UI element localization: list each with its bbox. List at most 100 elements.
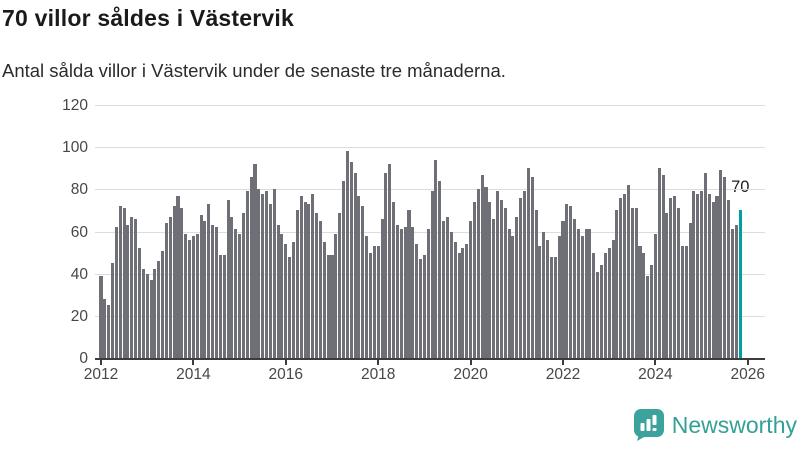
bar xyxy=(569,206,573,358)
x-axis-tick xyxy=(562,360,564,365)
bar xyxy=(457,252,461,358)
bar xyxy=(557,235,561,358)
bar xyxy=(288,256,292,358)
bar xyxy=(322,242,326,358)
bar xyxy=(268,204,272,358)
bar xyxy=(638,246,642,358)
bar xyxy=(507,229,511,358)
x-axis-tick xyxy=(100,360,102,365)
bar xyxy=(161,250,165,358)
bar xyxy=(195,233,199,358)
bar xyxy=(245,191,249,358)
bar xyxy=(588,229,592,358)
bar xyxy=(442,221,446,358)
x-axis-year-label: 2020 xyxy=(453,366,488,383)
bar xyxy=(211,225,215,358)
bar xyxy=(534,210,538,358)
bar xyxy=(503,208,507,358)
x-axis-year-label: 2016 xyxy=(268,366,304,383)
bar xyxy=(565,204,569,358)
bar xyxy=(665,212,669,358)
bar xyxy=(345,151,349,358)
bar xyxy=(727,199,731,358)
bar xyxy=(484,187,488,358)
bar xyxy=(422,254,426,358)
bar xyxy=(368,252,373,358)
bar xyxy=(657,168,661,359)
bar xyxy=(111,263,115,358)
bar xyxy=(191,235,195,358)
bar xyxy=(126,225,130,358)
bar xyxy=(730,229,734,358)
bar xyxy=(172,206,176,358)
bar xyxy=(272,189,276,358)
x-axis-year-label: 2012 xyxy=(83,366,119,383)
bar xyxy=(284,244,288,358)
bar xyxy=(522,191,527,358)
bar xyxy=(403,227,407,358)
bar xyxy=(265,191,269,358)
bar xyxy=(145,273,149,358)
bar xyxy=(241,212,245,358)
gridline xyxy=(95,189,765,191)
x-axis-tick xyxy=(469,360,472,365)
bar xyxy=(584,229,588,358)
bar xyxy=(538,246,542,358)
bar xyxy=(703,172,707,358)
bar xyxy=(607,248,611,358)
bar xyxy=(226,199,230,358)
bar xyxy=(168,216,172,358)
bar xyxy=(419,258,423,358)
bar xyxy=(573,218,577,358)
bar xyxy=(114,227,118,358)
bar xyxy=(650,265,654,358)
bar xyxy=(334,233,338,358)
bar xyxy=(299,195,303,358)
bar xyxy=(122,208,126,358)
gridline xyxy=(95,315,765,317)
bar xyxy=(411,227,415,358)
bar xyxy=(118,206,122,358)
bar xyxy=(180,208,184,358)
last-value-annotation: 70 xyxy=(731,178,750,196)
bar xyxy=(611,239,615,358)
bar xyxy=(365,235,369,358)
bar xyxy=(700,191,704,358)
bar xyxy=(465,244,469,358)
bar xyxy=(164,223,168,358)
bar xyxy=(342,180,346,358)
bar xyxy=(626,185,630,358)
bar xyxy=(619,197,623,358)
bar xyxy=(599,265,604,358)
y-axis-tick-label: 120 xyxy=(62,97,88,114)
bar xyxy=(530,176,534,358)
bar xyxy=(515,216,519,358)
bar xyxy=(476,189,480,358)
bar xyxy=(707,193,711,358)
bar xyxy=(207,204,211,358)
bar xyxy=(676,208,681,358)
bar xyxy=(141,269,145,358)
bar xyxy=(472,202,476,358)
chart-subtitle: Antal sålda villor i Västervik under de … xyxy=(2,60,506,81)
bar xyxy=(415,244,419,358)
bar xyxy=(238,233,242,358)
bar xyxy=(137,248,142,358)
x-axis-line xyxy=(95,358,765,360)
bar xyxy=(384,172,388,358)
x-axis-tick xyxy=(654,360,657,365)
y-axis-tick-label: 20 xyxy=(70,307,88,325)
x-axis-tick xyxy=(377,360,380,365)
bar xyxy=(673,195,677,358)
gridline xyxy=(95,105,765,106)
bar xyxy=(338,212,342,358)
bar xyxy=(380,218,384,358)
bar xyxy=(499,199,503,358)
bar xyxy=(303,202,307,358)
bar xyxy=(307,204,311,358)
gridline xyxy=(95,273,765,275)
newsworthy-logo[interactable]: Newsworthy xyxy=(633,408,797,442)
bar xyxy=(646,275,650,358)
bar xyxy=(388,164,392,358)
